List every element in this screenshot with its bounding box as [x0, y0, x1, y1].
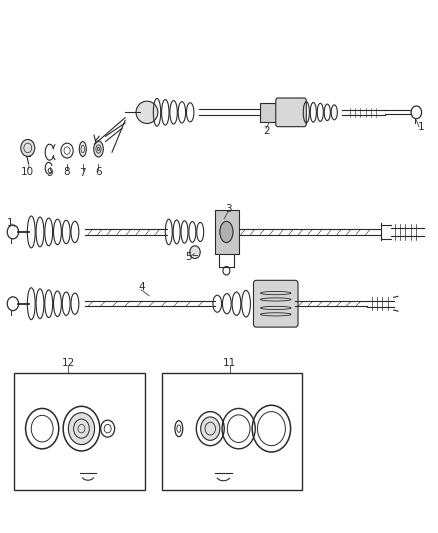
Ellipse shape — [96, 145, 101, 154]
Text: 4: 4 — [138, 282, 145, 292]
Bar — [162, 373, 302, 490]
Ellipse shape — [220, 221, 233, 243]
Circle shape — [201, 417, 220, 440]
Circle shape — [190, 246, 200, 259]
Ellipse shape — [94, 141, 103, 157]
Text: 3: 3 — [225, 204, 232, 214]
Text: 10: 10 — [21, 167, 34, 177]
Bar — [261, 103, 277, 122]
Ellipse shape — [136, 101, 158, 124]
Text: 2: 2 — [263, 126, 269, 136]
Text: 7: 7 — [79, 168, 86, 178]
Text: 5: 5 — [185, 252, 192, 262]
Text: 9: 9 — [46, 168, 53, 178]
Bar — [14, 373, 145, 490]
Text: 1: 1 — [417, 122, 424, 132]
Text: 1: 1 — [7, 218, 14, 228]
Text: 12: 12 — [62, 358, 75, 368]
Bar — [215, 209, 239, 254]
Ellipse shape — [79, 142, 86, 157]
Text: 6: 6 — [95, 167, 102, 177]
FancyBboxPatch shape — [276, 98, 306, 127]
FancyBboxPatch shape — [254, 280, 298, 327]
Text: 8: 8 — [64, 167, 71, 177]
Circle shape — [68, 413, 95, 445]
Circle shape — [21, 140, 35, 157]
Text: 11: 11 — [223, 358, 237, 368]
